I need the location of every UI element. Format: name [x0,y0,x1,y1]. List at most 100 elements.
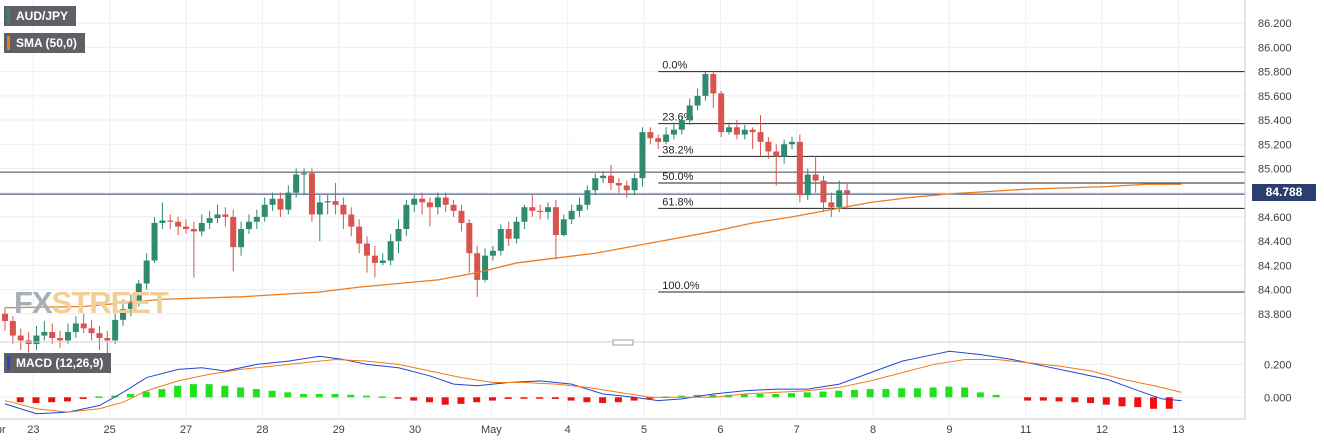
candle-body [442,197,449,205]
macd-histogram-bar [16,397,24,403]
legend-macd-label: MACD (12,26,9) [16,356,104,370]
macd-histogram-bar [1039,397,1047,401]
candle-body [293,174,300,193]
macd-histogram-bar [315,394,323,398]
price-tick-label: 86.200 [1258,18,1292,30]
candle-body [576,204,583,211]
candle-body [655,138,662,142]
candle-body [733,127,740,135]
candle-body [198,222,205,232]
macd-histogram-bar [898,388,906,398]
sma-color-swatch [7,36,10,50]
time-tick-label: 25 [104,424,116,436]
macd-histogram-bar [488,397,496,401]
macd-histogram-bar [819,391,827,398]
candle-body [686,105,693,121]
macd-histogram-bar [756,394,764,398]
macd-histogram-bar [551,397,559,399]
fib-level-label: 100.0% [662,280,700,292]
macd-histogram-bar [583,397,591,403]
candle-body [592,178,599,191]
axes: 86.200 86.000 85.800 85.600 85.400 85.200 85.0… [0,0,1292,436]
sma-line [4,183,1182,309]
candle-body [2,313,8,322]
macd-histogram-bar [425,397,433,403]
time-tick-label: 12 [1096,424,1108,436]
candle-body [718,93,725,133]
candle-body [489,250,496,256]
candle-body [120,308,127,320]
candle-body [324,201,331,203]
candle-body [600,175,607,179]
candle-body [72,323,79,332]
macd-histogram-bar [1102,397,1110,405]
macd-histogram-bar [630,397,638,401]
time-tick-label: 6 [717,424,723,436]
time-tick-label: 28 [256,424,268,436]
macd-histogram-bar [347,394,355,398]
macd-histogram-bar [394,397,402,399]
candle-body [804,174,811,196]
panel-resize-handle [612,339,634,346]
fib-level-label: 61.8% [662,196,693,208]
candle-body [49,331,56,338]
candle-body [127,301,134,309]
macd-histogram-bar [237,387,245,398]
candle-body [529,207,536,211]
macd-histogram-bar [677,395,685,398]
candle-body [545,207,552,213]
time-tick-label: 4 [565,424,571,436]
macd-histogram-bar [1071,397,1079,403]
price-tick-label: 85.000 [1258,163,1292,175]
time-tick-label: Apr [0,424,6,436]
macd-histogram-bar [961,387,969,398]
macd-histogram-bar [363,395,371,398]
fib-level-label: 50.0% [662,171,693,183]
candle-body [308,173,315,215]
macd-line [4,350,1182,415]
macd-histogram-bar [709,394,717,398]
macd-histogram-bar [945,386,953,398]
candle-body [285,192,292,210]
macd-histogram-bar [504,397,512,399]
candle-body [411,198,418,205]
candle-body [104,338,111,341]
price-tick-label: 85.800 [1258,67,1292,79]
candle-body [678,120,685,130]
macd-panel [4,350,1182,415]
macd-histogram-bar [142,391,150,398]
candle-body [828,202,835,208]
candle-body [348,214,355,227]
candle-body [765,141,772,152]
candle-body [505,229,512,239]
price-tick-label: 84.600 [1258,212,1292,224]
candle-body [710,74,717,94]
macd-histogram-bar [300,394,308,398]
macd-histogram-bar [410,397,418,401]
macd-histogram-bar [95,396,103,398]
macd-histogram-bar [567,397,575,401]
watermark-fx: FX [14,285,53,320]
candle-body [269,198,276,205]
candle-body [356,226,363,244]
macd-histogram-bar [520,397,528,399]
time-tick-label: 23 [27,424,39,436]
price-tick-label: 84.400 [1258,236,1292,248]
macd-histogram-bar [126,394,134,398]
macd-histogram-bar [835,390,843,398]
candle-body [497,229,504,251]
macd-histogram-bar [79,397,87,399]
instrument-color-swatch [7,9,10,23]
legend-instrument-label: AUD/JPY [16,9,69,23]
macd-histogram-bar [63,397,71,402]
candle-body [64,331,71,341]
candle-body [568,210,575,220]
macd-histogram-bar [174,385,182,398]
legend-macd[interactable]: MACD (12,26,9) [4,353,112,373]
candle-body [167,220,174,222]
candle-body [812,174,819,181]
legend-sma[interactable]: SMA (50,0) [4,33,85,53]
legend-instrument[interactable]: AUD/JPY [4,6,77,26]
fib-level-label: 38.2% [662,144,693,156]
